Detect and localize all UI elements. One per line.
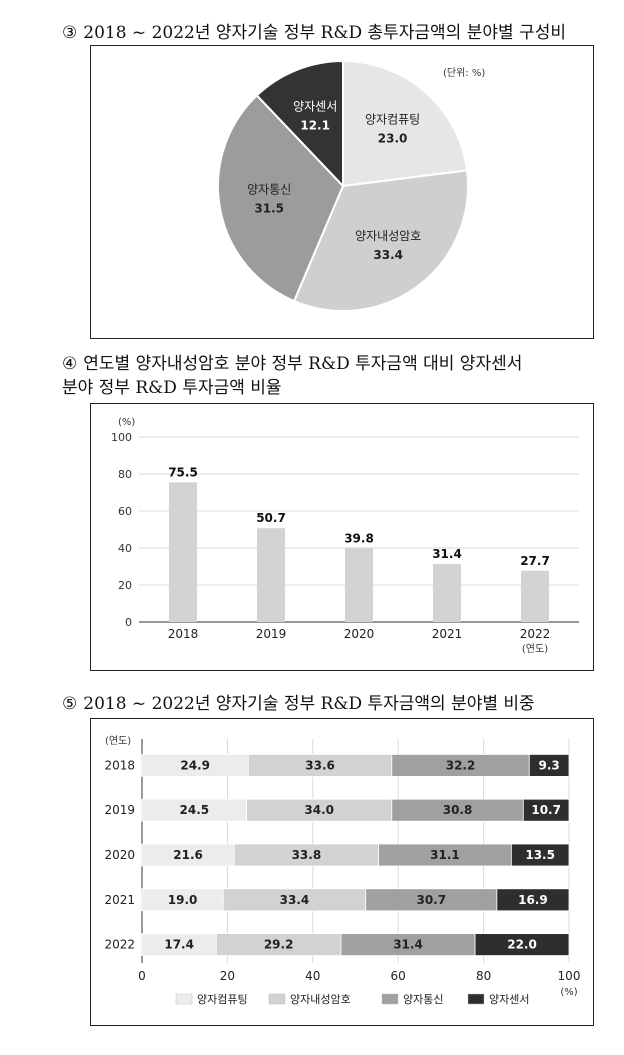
x-tick-label: 2022 [520,627,551,641]
pie-slice [217,94,345,303]
segment-value-label: 31.1 [430,848,460,862]
section-3-title: 2018 ~ 2022년 양자기술 정부 R&D 총투자금액의 분야별 구성비 [83,23,566,43]
bar-value-label: 27.7 [520,554,550,568]
segment-value-label: 31.4 [393,938,423,952]
bar [345,548,373,622]
segment-value-label: 33.6 [305,758,335,772]
y-axis-unit: (%) [118,417,135,428]
legend-label: 양자컴퓨팅 [197,993,248,1006]
bar [257,528,285,622]
x-axis-unit: (연도) [522,643,548,655]
segment-value-label: 24.5 [180,803,210,817]
x-tick-label: 40 [305,969,320,983]
y-tick-label: 20 [118,579,132,592]
pie-slice-value: 12.1 [300,118,330,132]
segment-value-label: 33.8 [292,848,322,862]
segment-value-label: 24.9 [180,758,210,772]
y-tick-label: 60 [118,505,132,518]
bar [169,482,197,622]
pie-chart: (단위: %) 양자컴퓨팅 23.0 양자내성암호 33.4 양자통신 31.5 양자센서 12… [217,59,485,312]
pie-slice-value: 23.0 [378,132,408,146]
pie-slice-value: 31.5 [254,201,284,215]
bar-value-label: 75.5 [168,465,198,479]
legend-swatch [175,993,193,1005]
x-tick-label: 2021 [432,627,463,641]
segment-value-label: 13.5 [525,848,555,862]
pie-slice [255,59,344,189]
segment-value-label: 16.9 [518,893,548,907]
y-tick-label: 2020 [104,848,135,862]
x-tick-label: 2019 [256,627,287,641]
x-tick-label: 2020 [344,627,375,641]
legend-label: 양자센서 [489,993,529,1006]
pie-chart-frame: (단위: %) 양자컴퓨팅 23.0 양자내성암호 33.4 양자통신 31.5 양자센서 12… [90,45,594,339]
segment-value-label: 19.0 [168,893,198,907]
y-tick-label: 2019 [104,803,135,817]
x-tick-label: 100 [558,969,581,983]
segment-value-label: 21.6 [173,848,203,862]
y-tick-label: 2018 [104,758,135,772]
section-5-heading: ⑤ 2018 ~ 2022년 양자기술 정부 R&D 투자금액의 분야별 비중 [62,693,535,716]
ratio-bar-chart: (%) 0 20 40 60 80 100 75.5 2018 50.7 2019 39.8 2020 3… [111,417,579,655]
section-3-heading: ③ 2018 ~ 2022년 양자기술 정부 R&D 총투자금액의 분야별 구성비 [62,22,566,45]
pie-slice-label: 양자통신 [247,182,291,196]
stacked-segment [474,933,570,957]
bar [433,563,461,622]
section-4-title-line1: 연도별 양자내성암호 분야 정부 R&D 투자금액 대비 양자센서 [83,354,523,374]
y-axis-unit: (연도) [105,735,131,747]
pie-slice-value: 33.4 [373,248,403,262]
section-5-number: ⑤ [62,694,78,714]
segment-value-label: 33.4 [280,893,310,907]
x-axis-unit: (%) [560,987,577,998]
y-tick-label: 2021 [104,893,135,907]
stacked-bar-chart: (연도) 0 20 40 60 80 100 (%) 2018 24.9 33.6 32.2 9.3 20… [104,735,581,1006]
x-tick-label: 80 [476,969,491,983]
segment-value-label: 17.4 [164,938,194,952]
bar-value-label: 39.8 [344,531,374,545]
bar [521,570,549,622]
stacked-segment [522,798,570,822]
legend-label: 양자통신 [403,993,443,1006]
legend-swatch [268,993,286,1005]
segment-value-label: 32.2 [446,758,476,772]
stacked-segment [496,888,570,912]
y-tick-label: 80 [118,468,132,481]
pie-slice-label: 양자센서 [293,99,337,113]
x-tick-label: 60 [391,969,406,983]
pie-slice [342,59,469,188]
section-4-number: ④ [62,354,78,374]
x-tick-label: 20 [220,969,235,983]
bar-chart-frame: (%) 0 20 40 60 80 100 75.5 2018 50.7 2019 39.8 2020 3… [90,403,594,671]
segment-value-label: 10.7 [531,803,561,817]
segment-value-label: 30.7 [416,893,446,907]
pie-slice [292,169,469,312]
section-5-title: 2018 ~ 2022년 양자기술 정부 R&D 투자금액의 분야별 비중 [83,694,535,714]
segment-value-label: 29.2 [264,938,294,952]
segment-value-label: 34.0 [304,803,334,817]
section-3-number: ③ [62,23,78,43]
pie-slice-label: 양자내성암호 [355,229,421,243]
y-tick-label: 100 [111,431,132,444]
stacked-segment [510,843,570,867]
y-tick-label: 40 [118,542,132,555]
section-4-heading: ④ 연도별 양자내성암호 분야 정부 R&D 투자금액 대비 양자센서 분야 정부… [62,352,522,400]
pie-slice-label: 양자컴퓨팅 [365,113,420,127]
section-4-title-line2: 분야 정부 R&D 투자금액 비율 [62,378,282,398]
bar-value-label: 31.4 [432,547,462,561]
segment-value-label: 9.3 [539,758,560,772]
stacked-chart-frame: (연도) 0 20 40 60 80 100 (%) 2018 24.9 33.6 32.2 9.3 20… [90,718,594,1026]
legend-swatch [467,993,485,1005]
x-tick-label: 2018 [168,627,199,641]
y-tick-label: 0 [125,616,132,629]
pie-unit-note: (단위: %) [443,66,485,79]
bar-value-label: 50.7 [256,511,286,525]
x-tick-label: 0 [138,969,146,983]
stacked-segment [528,754,570,777]
legend-label: 양자내성암호 [290,993,351,1006]
segment-value-label: 22.0 [507,938,537,952]
y-tick-label: 2022 [104,938,135,952]
legend-swatch [381,993,399,1005]
segment-value-label: 30.8 [443,803,473,817]
